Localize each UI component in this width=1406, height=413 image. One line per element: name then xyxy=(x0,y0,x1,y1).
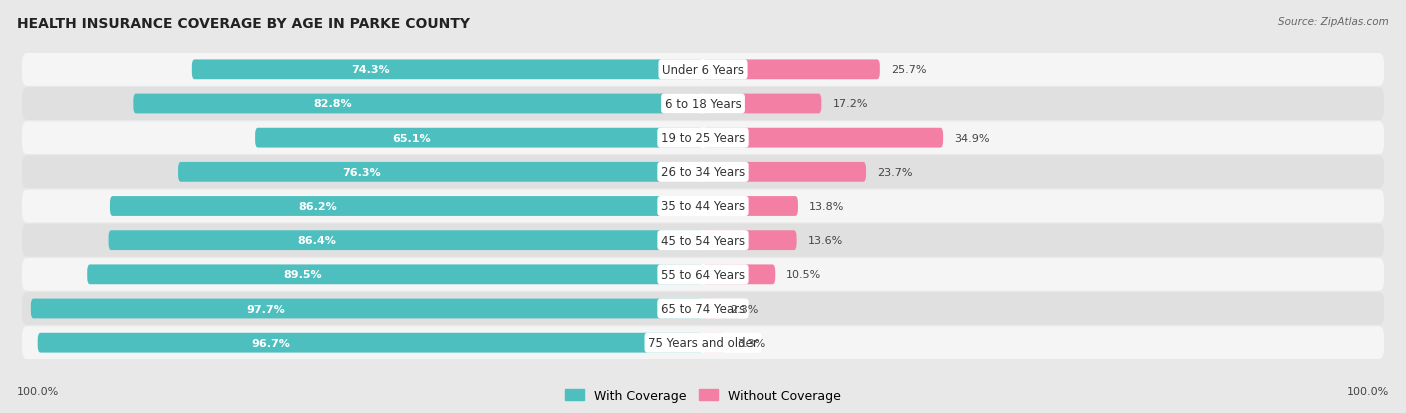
Text: 3.3%: 3.3% xyxy=(737,338,765,348)
FancyBboxPatch shape xyxy=(31,299,703,319)
FancyBboxPatch shape xyxy=(179,163,703,182)
Text: 26 to 34 Years: 26 to 34 Years xyxy=(661,166,745,179)
FancyBboxPatch shape xyxy=(703,128,943,148)
FancyBboxPatch shape xyxy=(703,299,718,319)
FancyBboxPatch shape xyxy=(703,94,821,114)
Text: 55 to 64 Years: 55 to 64 Years xyxy=(661,268,745,281)
FancyBboxPatch shape xyxy=(22,156,1384,189)
Text: 97.7%: 97.7% xyxy=(246,304,285,314)
FancyBboxPatch shape xyxy=(22,224,1384,257)
Text: 2.3%: 2.3% xyxy=(730,304,758,314)
Text: 34.9%: 34.9% xyxy=(955,133,990,143)
FancyBboxPatch shape xyxy=(22,292,1384,325)
FancyBboxPatch shape xyxy=(38,333,703,353)
Text: 96.7%: 96.7% xyxy=(252,338,290,348)
FancyBboxPatch shape xyxy=(703,231,797,250)
FancyBboxPatch shape xyxy=(22,327,1384,359)
FancyBboxPatch shape xyxy=(191,60,703,80)
Text: 89.5%: 89.5% xyxy=(284,270,322,280)
FancyBboxPatch shape xyxy=(22,88,1384,121)
FancyBboxPatch shape xyxy=(703,197,799,216)
FancyBboxPatch shape xyxy=(87,265,703,285)
Text: 100.0%: 100.0% xyxy=(1347,387,1389,396)
FancyBboxPatch shape xyxy=(110,197,703,216)
FancyBboxPatch shape xyxy=(703,60,880,80)
Text: 86.2%: 86.2% xyxy=(298,202,337,211)
Text: HEALTH INSURANCE COVERAGE BY AGE IN PARKE COUNTY: HEALTH INSURANCE COVERAGE BY AGE IN PARK… xyxy=(17,17,470,31)
Text: 76.3%: 76.3% xyxy=(343,167,381,178)
Text: 65 to 74 Years: 65 to 74 Years xyxy=(661,302,745,315)
Text: Source: ZipAtlas.com: Source: ZipAtlas.com xyxy=(1278,17,1389,26)
Text: 23.7%: 23.7% xyxy=(877,167,912,178)
Text: 65.1%: 65.1% xyxy=(392,133,432,143)
FancyBboxPatch shape xyxy=(22,258,1384,291)
Text: 25.7%: 25.7% xyxy=(891,65,927,75)
Text: 82.8%: 82.8% xyxy=(314,99,352,109)
FancyBboxPatch shape xyxy=(703,163,866,182)
Text: 6 to 18 Years: 6 to 18 Years xyxy=(665,98,741,111)
Text: 17.2%: 17.2% xyxy=(832,99,868,109)
Text: 10.5%: 10.5% xyxy=(786,270,821,280)
Text: 86.4%: 86.4% xyxy=(297,235,336,246)
Text: 35 to 44 Years: 35 to 44 Years xyxy=(661,200,745,213)
Text: 45 to 54 Years: 45 to 54 Years xyxy=(661,234,745,247)
FancyBboxPatch shape xyxy=(22,122,1384,155)
FancyBboxPatch shape xyxy=(254,128,703,148)
Legend: With Coverage, Without Coverage: With Coverage, Without Coverage xyxy=(561,384,845,407)
FancyBboxPatch shape xyxy=(703,265,775,285)
FancyBboxPatch shape xyxy=(108,231,703,250)
Text: 13.8%: 13.8% xyxy=(808,202,845,211)
Text: 13.6%: 13.6% xyxy=(807,235,842,246)
Text: 100.0%: 100.0% xyxy=(17,387,59,396)
Text: Under 6 Years: Under 6 Years xyxy=(662,64,744,77)
FancyBboxPatch shape xyxy=(134,94,703,114)
Text: 75 Years and older: 75 Years and older xyxy=(648,336,758,349)
Text: 19 to 25 Years: 19 to 25 Years xyxy=(661,132,745,145)
FancyBboxPatch shape xyxy=(703,333,725,353)
Text: 74.3%: 74.3% xyxy=(352,65,389,75)
FancyBboxPatch shape xyxy=(22,190,1384,223)
FancyBboxPatch shape xyxy=(22,54,1384,86)
